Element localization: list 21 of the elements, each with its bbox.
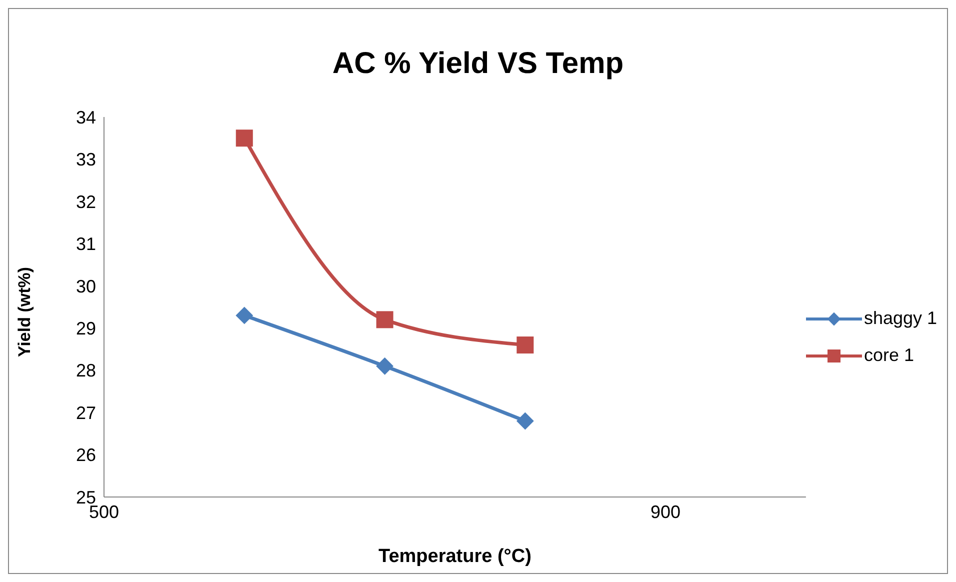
point xyxy=(236,306,253,324)
y-tick-label: 32 xyxy=(76,192,96,212)
y-tick-label: 29 xyxy=(76,318,96,338)
y-axis-title: Yield (wt%) xyxy=(15,266,34,357)
chart-title: AC % Yield VS Temp xyxy=(331,47,625,82)
y-tick-label: 33 xyxy=(76,150,96,170)
y-tick-label: 27 xyxy=(76,402,96,423)
point xyxy=(376,358,394,375)
point xyxy=(236,130,253,147)
y-tick-label: 30 xyxy=(76,276,96,296)
point xyxy=(516,412,534,430)
point xyxy=(516,336,534,354)
y-tick-label: 26 xyxy=(76,445,96,466)
y-tick-label: 34 xyxy=(76,107,96,128)
x-tick-label: 900 xyxy=(650,502,681,522)
point xyxy=(376,311,394,328)
y-tick-label: 31 xyxy=(76,234,96,254)
legend-label: core 1 xyxy=(864,345,914,366)
y-tick-label: 28 xyxy=(76,360,96,381)
x-axis-title: Temperature (°C) xyxy=(378,546,532,567)
legend-label: shaggy 1 xyxy=(864,308,937,329)
